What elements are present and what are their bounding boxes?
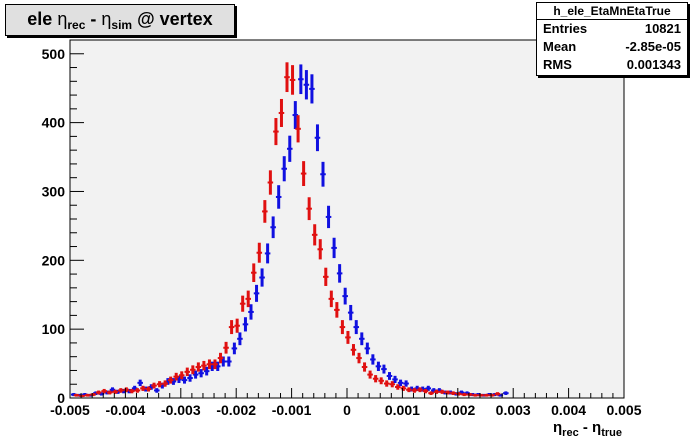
x-axis-label: ηrec - ηtrue	[553, 419, 622, 439]
y-tick-label: 200	[42, 252, 66, 268]
x-tick-label: 0.004	[551, 402, 586, 418]
x-tick-label: -0.003	[161, 402, 201, 418]
y-tick-label: 400	[42, 115, 66, 131]
stats-label: Entries	[543, 21, 588, 36]
stats-row-rms: RMS 0.001343	[537, 56, 687, 74]
stats-row-mean: Mean -2.85e-05	[537, 38, 687, 56]
x-tick-label: -0.002	[216, 402, 256, 418]
plot-area	[69, 39, 625, 399]
stats-value: 0.001343	[626, 57, 681, 72]
y-tick-label: 300	[42, 183, 66, 199]
stats-label: RMS	[543, 57, 572, 72]
chart-title: ele ηrec - ηsim @ vertex	[27, 9, 212, 32]
stats-row-entries: Entries 10821	[537, 20, 687, 38]
x-tick-label: -0.001	[272, 402, 312, 418]
stats-label: Mean	[543, 39, 577, 54]
series-1	[73, 62, 501, 398]
x-tick-label: -0.005	[50, 402, 90, 418]
axis-layer: -0.005 -0.004 -0.003 -0.002 -0.001 0 0.001 0.00…	[42, 39, 642, 418]
stats-value: -2.85e-05	[625, 39, 681, 54]
histogram-name: h_ele_EtaMnEtaTrue	[537, 3, 687, 20]
svg-text:ele ηrec - ηsim @ vertex: ele ηrec - ηsim @ vertex	[27, 9, 212, 32]
x-tick-label: 0.001	[385, 402, 420, 418]
y-tick-label: 500	[42, 46, 66, 62]
x-tick-label: 0.002	[440, 402, 475, 418]
x-tick-label: 0.003	[496, 402, 531, 418]
statistics-box: h_ele_EtaMnEtaTrue Entries 10821 Mean -2…	[536, 2, 688, 76]
stats-value: 10821	[644, 21, 681, 36]
series-layer	[70, 62, 509, 398]
x-tick-label: 0	[343, 402, 351, 418]
y-tick-label: 100	[42, 321, 66, 337]
y-tick-label: 0	[57, 390, 65, 406]
chart-title-box: ele ηrec - ηsim @ vertex	[5, 4, 235, 36]
x-tick-label: 0.005	[606, 402, 641, 418]
x-tick-label: -0.004	[106, 402, 146, 418]
